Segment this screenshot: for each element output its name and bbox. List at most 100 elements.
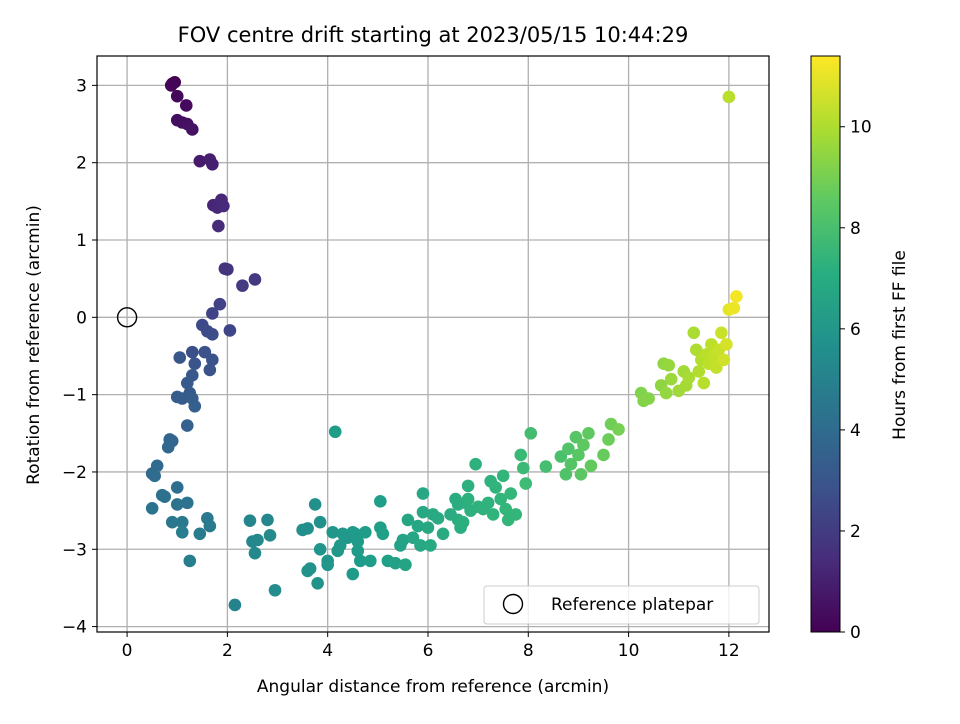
scatter-point <box>569 430 583 444</box>
scatter-point <box>524 426 538 440</box>
scatter-point <box>376 527 390 541</box>
scatter-point <box>206 307 219 320</box>
scatter-point <box>180 496 194 510</box>
legend-entry-reference: Reference platepar <box>551 595 713 615</box>
scatter-point <box>461 492 475 506</box>
colorbar-gradient <box>810 55 841 633</box>
scatter-point <box>206 328 219 341</box>
scatter-point <box>193 527 207 541</box>
scatter-point <box>689 343 703 357</box>
scatter-point <box>399 558 412 572</box>
scatter-point <box>203 363 217 377</box>
scatter-point <box>311 576 324 590</box>
scatter-point <box>554 450 568 463</box>
scatter-point <box>161 440 175 454</box>
y-tick-label: −4 <box>62 618 87 638</box>
scatter-point <box>358 525 372 539</box>
scatter-point <box>213 297 227 311</box>
x-tick-label: 2 <box>222 641 233 661</box>
scatter-point <box>170 89 184 103</box>
scatter-point <box>175 525 189 539</box>
scatter-point <box>158 490 172 503</box>
scatter-point <box>697 376 711 390</box>
scatter-point <box>504 487 518 500</box>
y-tick-label: 3 <box>76 76 87 96</box>
scatter-point <box>424 539 437 552</box>
scatter-point <box>602 433 615 446</box>
scatter-point <box>164 79 178 92</box>
scatter-point <box>516 461 530 475</box>
colorbar-tick-label: 8 <box>850 219 861 239</box>
scatter-point <box>148 469 161 483</box>
scatter-point <box>351 535 365 548</box>
scatter-point <box>185 123 199 136</box>
scatter-point <box>185 345 199 359</box>
x-tick-label: 4 <box>322 641 333 661</box>
scatter-point <box>722 90 736 104</box>
x-tick-label: 12 <box>718 641 740 661</box>
y-tick-label: 0 <box>76 308 87 328</box>
y-tick-label: −1 <box>62 386 87 406</box>
scatter-point <box>206 157 219 171</box>
y-tick-label: 1 <box>76 231 87 251</box>
scatter-point <box>346 567 360 581</box>
reference-marker <box>116 307 138 328</box>
scatter-point <box>456 515 470 529</box>
scatter-point <box>203 519 217 533</box>
scatter-point <box>236 279 249 292</box>
scatter-point <box>175 392 189 405</box>
scatter-point <box>481 496 495 510</box>
colorbar-label: Hours from first FF file <box>890 250 910 440</box>
scatter-point <box>223 324 237 337</box>
plot-frame <box>96 55 770 633</box>
scatter-point <box>301 522 314 535</box>
scatter-point <box>597 448 610 462</box>
colorbar-tick-label: 10 <box>850 118 872 138</box>
scatter-point <box>717 353 731 367</box>
scatter-point <box>720 338 733 351</box>
scatter-point <box>710 361 723 374</box>
scatter-point <box>539 460 553 473</box>
scatter-point <box>414 539 427 552</box>
scatter-point <box>165 515 179 529</box>
scatter-point <box>389 556 402 570</box>
scatter-point <box>251 533 264 547</box>
colorbar: 0 2 4 6 8 10 Hours from first FF file <box>810 55 910 643</box>
x-axis-label: Angular distance from reference (arcmin) <box>257 677 609 697</box>
scatter-point <box>574 467 588 481</box>
scatter-point <box>193 154 207 168</box>
scatter-point <box>562 442 575 456</box>
x-tick-label: 8 <box>523 641 534 661</box>
scatter-point <box>333 539 347 552</box>
scatter-point <box>564 457 578 471</box>
scatter-point <box>170 498 184 511</box>
scatter-point <box>662 358 676 372</box>
scatter-point <box>730 290 743 303</box>
scatter-point <box>351 544 365 558</box>
scatter-point <box>469 457 482 471</box>
scatter-point <box>217 199 230 213</box>
scatter-point <box>301 564 314 578</box>
scatter-point <box>411 519 425 533</box>
x-tick-label: 6 <box>423 641 434 661</box>
scatter-point <box>328 425 342 439</box>
scatter-point <box>243 514 257 527</box>
scatter-point <box>263 529 277 542</box>
y-tick-label: −3 <box>62 540 87 560</box>
scatter-point <box>664 372 678 386</box>
scatter-point <box>682 371 696 384</box>
scatter-point <box>206 353 219 367</box>
scatter-point <box>248 546 262 560</box>
scatter-point <box>431 512 445 525</box>
x-tick-label: 0 <box>122 641 133 661</box>
scatter-points <box>116 75 743 612</box>
scatter-point <box>188 357 202 371</box>
scatter-point <box>308 498 322 511</box>
x-tick-label: 10 <box>618 641 640 661</box>
scatter-point <box>421 521 435 534</box>
scatter-point <box>175 515 189 529</box>
scatter-point <box>179 99 193 112</box>
legend-marker-icon <box>502 593 524 615</box>
scatter-point <box>321 558 334 572</box>
scatter-point <box>268 583 282 597</box>
